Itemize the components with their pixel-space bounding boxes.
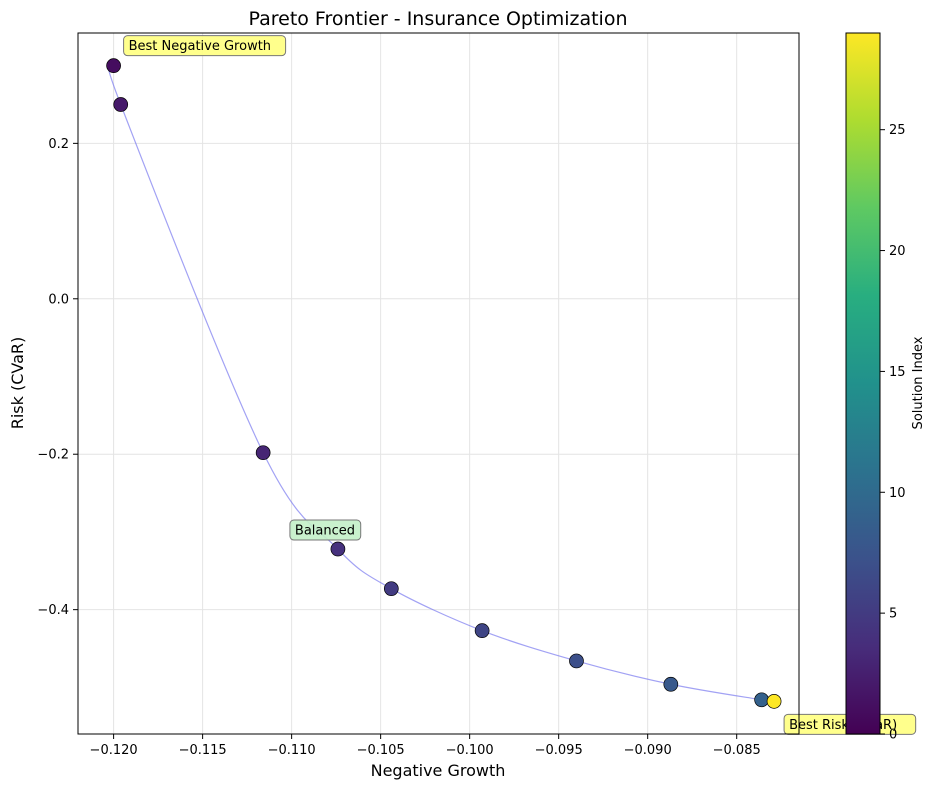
x-axis: −0.120 −0.115 −0.110 −0.105 −0.100 −0.095 −0.0… [90, 734, 761, 758]
colorbar-tick-label: 25 [889, 123, 906, 138]
points-layer [106, 58, 782, 709]
data-point [113, 97, 129, 112]
annotation: Balanced [289, 519, 362, 541]
annotation-box [123, 35, 287, 57]
colorbar-tick-label: 5 [889, 607, 897, 622]
x-tick-label: −0.105 [357, 743, 405, 758]
y-tick-label: 0.0 [48, 292, 69, 307]
y-axis-title: Risk (CVaR) [8, 337, 27, 430]
colorbar-tick-label: 0 [889, 728, 897, 743]
colorbar: 0 5 10 15 20 25 Solution Index [845, 32, 926, 743]
plot-frame [77, 32, 800, 735]
annotation-label: Best Negative Growth [129, 39, 271, 54]
colorbar-tick-label: 10 [889, 486, 906, 501]
annotation-box [289, 519, 362, 541]
x-tick-label: −0.110 [268, 743, 316, 758]
colorbar-tick-label: 15 [889, 365, 906, 380]
x-tick-label: −0.095 [535, 743, 583, 758]
y-axis: −0.4 −0.2 0.0 0.2 [37, 137, 78, 618]
colorbar-ticks: 0 5 10 15 20 25 [880, 123, 906, 743]
colorbar-tick-label: 20 [889, 244, 906, 259]
x-tick-label: −0.090 [624, 743, 672, 758]
x-tick-label: −0.115 [179, 743, 227, 758]
colorbar-title: Solution Index [911, 336, 926, 429]
annotation: Best Negative Growth [123, 35, 287, 57]
annotation-label: Best Risk (CVaR) [789, 718, 897, 733]
data-point [106, 58, 121, 73]
x-tick-label: −0.085 [713, 743, 761, 758]
data-point [255, 445, 271, 461]
y-tick-label: 0.2 [48, 137, 69, 152]
x-tick-label: −0.120 [90, 743, 138, 758]
grid [78, 33, 799, 734]
x-tick-label: −0.100 [446, 743, 494, 758]
y-tick-label: −0.4 [37, 603, 69, 618]
data-point [569, 653, 584, 669]
x-axis-title: Negative Growth [371, 761, 506, 780]
data-point [663, 676, 679, 692]
data-point [766, 694, 782, 709]
data-point [474, 623, 490, 638]
data-point [754, 692, 769, 708]
colorbar-gradient [845, 32, 881, 735]
chart-title: Pareto Frontier - Insurance Optimization [248, 8, 627, 30]
y-tick-label: −0.2 [37, 448, 69, 463]
data-point [383, 581, 399, 597]
data-point [330, 541, 346, 557]
annotation-label: Balanced [295, 524, 355, 539]
